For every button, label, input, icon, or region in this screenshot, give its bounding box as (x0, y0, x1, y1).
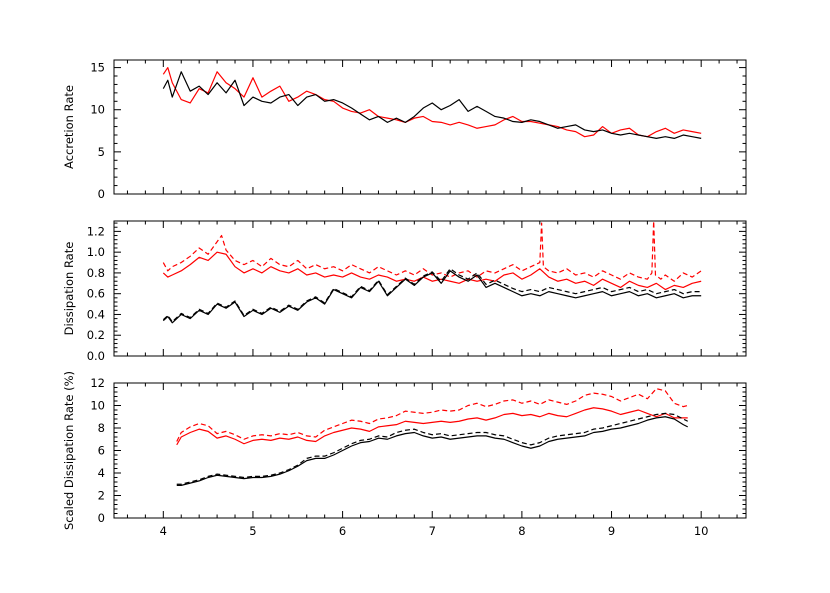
accretion-rate-y-tick-label: 5 (98, 145, 105, 159)
scaled-dissipation-rate-series-group (176, 388, 688, 486)
scaled-dissipation-rate-x-tick-label: 9 (608, 524, 615, 538)
scaled-dissipation-rate-x-tick-label: 4 (160, 524, 167, 538)
dissipation-rate-series-red-solid-line (162, 251, 702, 291)
scaled-dissipation-rate-y-tick-label: 10 (90, 399, 105, 413)
scaled-dissipation-rate-y-tick-label: 4 (98, 466, 105, 480)
dissipation-rate-series-group (162, 221, 702, 324)
scaled-dissipation-rate-y-axis-label: Scaled Dissipation Rate (%) (62, 371, 76, 530)
dissipation-rate-y-tick-label: 0.8 (87, 266, 105, 280)
scaled-dissipation-rate-panel: 4 5 6 7 8 9 10 0 2 4 6 8 10 12 Scaled Dissipation Rate… (62, 371, 747, 538)
dissipation-rate-y-axis-label: Dissipation Rate (62, 242, 76, 336)
dissipation-rate-y-tick-label: 0.6 (87, 287, 105, 301)
accretion-rate-y-axis-label: Accretion Rate (62, 85, 76, 169)
scaled-dissipation-rate-x-tick-label: 5 (249, 524, 256, 538)
scaled-dissipation-rate-series-red-solid-line (176, 407, 688, 446)
accretion-rate-y-tick-label: 15 (90, 61, 105, 75)
scaled-dissipation-rate-series-black-solid-line (176, 416, 688, 486)
scaled-dissipation-rate-x-tick-label: 7 (429, 524, 436, 538)
accretion-rate-y-tick-label: 0 (98, 187, 105, 201)
dissipation-rate-y-tick-label: 1.0 (87, 245, 105, 259)
dissipation-rate-series-red-dashed-line (162, 221, 702, 282)
scaled-dissipation-rate-x-tick-label: 8 (518, 524, 525, 538)
dissipation-rate-y-tick-label: 0.4 (87, 307, 105, 321)
scaled-dissipation-rate-series-red-dashed-line (176, 388, 688, 442)
dissipation-rate-y-tick-label: 1.2 (87, 224, 105, 238)
dissipation-rate-y-tick-label: 0.2 (87, 328, 105, 342)
dissipation-rate-plot-frame (113, 220, 747, 357)
dissipation-rate-series-black-dashed-line (162, 268, 702, 323)
dissipation-rate-y-tick-label: 0.0 (87, 349, 105, 363)
accretion-rate-series-black-solid-line (162, 71, 702, 139)
scaled-dissipation-rate-y-tick-label: 12 (90, 376, 105, 390)
scaled-dissipation-rate-y-tick-label: 8 (98, 421, 105, 435)
dissipation-rate-series-black-solid-line (162, 270, 702, 324)
scaled-dissipation-rate-y-tick-label: 2 (98, 489, 105, 503)
scaled-dissipation-rate-x-tick-label: 6 (339, 524, 346, 538)
scaled-dissipation-rate-series-black-dashed-line (176, 412, 688, 485)
scaled-dissipation-rate-y-tick-label: 0 (98, 511, 105, 525)
scaled-dissipation-rate-x-tick-label: 10 (694, 524, 709, 538)
accretion-rate-y-tick-label: 10 (90, 103, 105, 117)
scaled-dissipation-rate-y-tick-label: 6 (98, 444, 105, 458)
dissipation-rate-panel: 0.0 0.2 0.4 0.6 0.8 1.0 1.2 Dissipation Rate (62, 220, 747, 363)
accretion-rate-series-group (162, 66, 702, 139)
accretion-rate-panel: 0 5 10 15 Accretion Rate (62, 59, 747, 201)
